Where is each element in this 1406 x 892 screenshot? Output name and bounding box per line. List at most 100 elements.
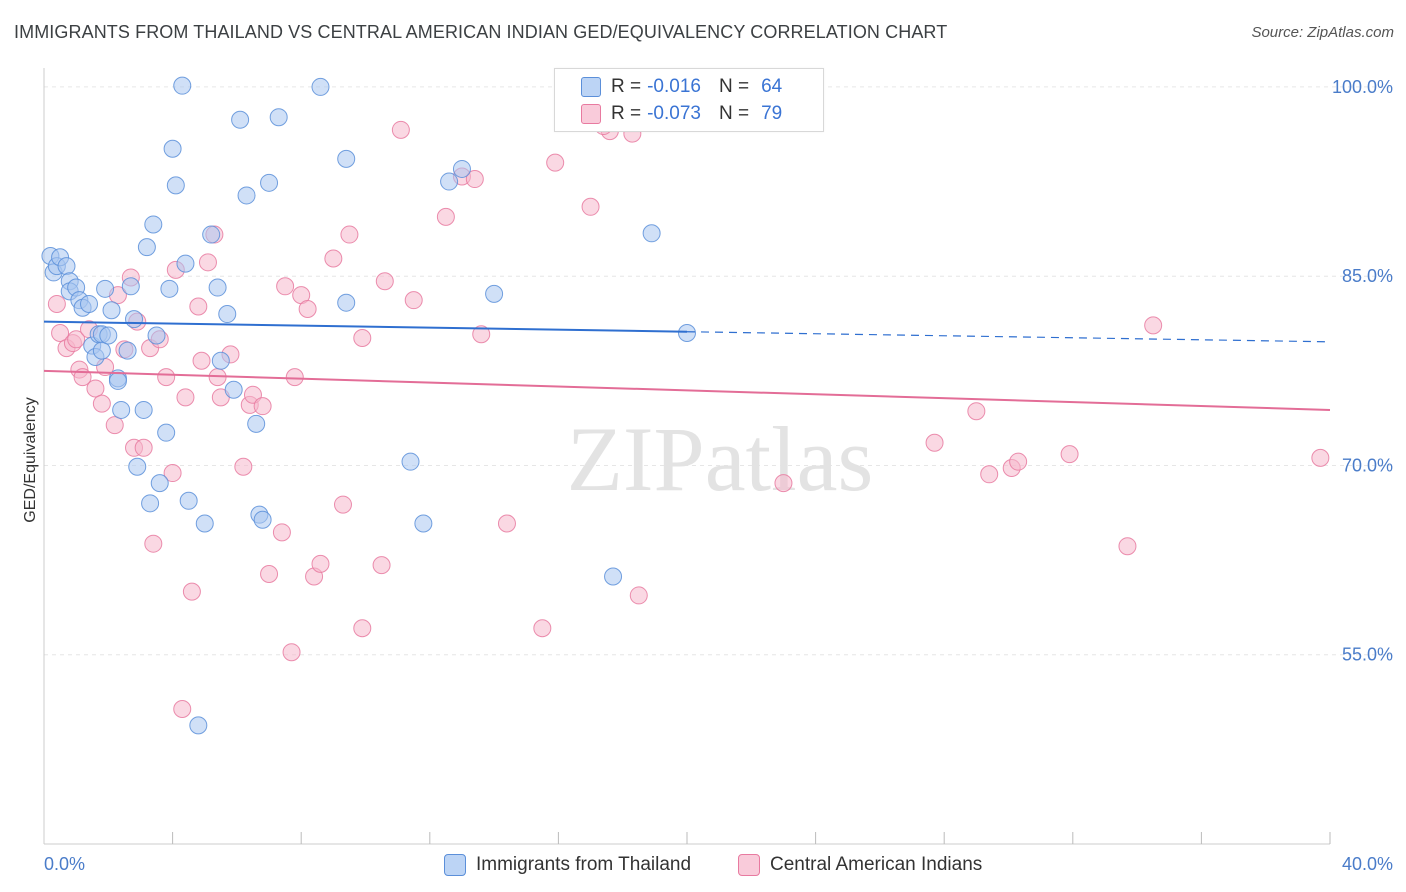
thailand-point	[211, 351, 230, 370]
thailand-point	[102, 301, 121, 320]
thailand-point	[80, 294, 99, 313]
central-american-point	[1118, 537, 1137, 556]
thailand-point	[237, 186, 256, 205]
central-american-point	[298, 300, 317, 319]
chart-title: IMMIGRANTS FROM THAILAND VS CENTRAL AMER…	[14, 22, 948, 42]
central-american-point	[1144, 316, 1163, 335]
series-legend-label-central-american: Central American Indians	[770, 854, 983, 875]
central-american-point	[272, 523, 291, 542]
thailand-point	[144, 215, 163, 234]
series-immigrants-from-thailand-points	[41, 76, 696, 735]
central-american-point	[436, 207, 455, 226]
thailand-point	[337, 149, 356, 168]
legend-n-value: 79	[761, 103, 783, 124]
trend-line-thailand-extension	[686, 331, 1331, 343]
trend-line-central-american	[43, 369, 1331, 411]
thailand-point	[678, 323, 696, 342]
stats-legend: R = -0.016 N = 64 R = -0.073 N = 79	[554, 68, 824, 132]
thailand-point	[96, 279, 115, 298]
central-american-point	[47, 294, 66, 313]
x-tick-label: 0.0%	[44, 854, 85, 874]
legend-n-label: N =	[718, 76, 750, 97]
thailand-point	[157, 423, 176, 442]
thailand-point	[112, 400, 131, 419]
central-american-point	[925, 433, 944, 452]
thailand-point	[118, 341, 137, 360]
central-american-point	[465, 170, 484, 189]
central-american-point	[472, 325, 491, 344]
central-american-point	[253, 397, 272, 416]
axes	[43, 68, 1331, 845]
stats-legend-row-2: R = -0.073 N = 79	[581, 101, 782, 127]
thailand-point	[269, 108, 288, 127]
central-american-point	[967, 402, 986, 421]
central-american-point	[533, 619, 552, 638]
central-american-point	[340, 225, 359, 244]
central-american-point	[234, 457, 253, 476]
central-american-point	[198, 253, 217, 272]
thailand-point	[179, 491, 198, 510]
central-american-point	[260, 564, 279, 583]
central-american-point	[134, 438, 153, 457]
thailand-point	[642, 224, 661, 243]
thailand-point	[414, 514, 433, 533]
thailand-point	[485, 284, 504, 303]
thailand-point	[189, 716, 208, 735]
thailand-point	[173, 76, 192, 95]
legend-n-label: N =	[718, 103, 750, 124]
thailand-point	[92, 341, 111, 360]
thailand-point	[195, 514, 214, 533]
thailand-point	[440, 172, 459, 191]
central-american-point	[311, 554, 330, 573]
thailand-point	[604, 567, 623, 586]
thailand-point	[260, 173, 279, 192]
central-american-point	[182, 582, 201, 601]
central-american-point	[192, 351, 211, 370]
thailand-point	[218, 305, 237, 324]
legend-swatch-thailand	[581, 77, 601, 97]
central-american-point	[391, 120, 410, 139]
thailand-point	[137, 238, 156, 257]
thailand-point	[125, 310, 144, 329]
central-american-point	[176, 388, 195, 407]
legend-swatch-central-american	[581, 104, 601, 124]
y-axis-label: GED/Equivalency	[22, 397, 39, 522]
series-legend-central-american: Central American Indians	[738, 852, 982, 878]
central-american-point	[353, 329, 372, 348]
central-american-point	[546, 153, 565, 172]
thailand-point	[176, 254, 195, 273]
central-american-point	[404, 291, 423, 310]
central-american-point	[497, 514, 516, 533]
central-american-point	[629, 586, 648, 605]
central-american-point	[163, 464, 182, 483]
central-american-point	[157, 368, 176, 387]
thailand-point	[141, 494, 160, 513]
central-american-point	[353, 619, 372, 638]
central-american-point	[980, 465, 999, 484]
thailand-point	[147, 326, 166, 345]
thailand-point	[99, 326, 118, 345]
thailand-point	[208, 278, 227, 297]
central-american-point	[324, 249, 343, 268]
source-label: Source: ZipAtlas.com	[1251, 24, 1394, 41]
central-american-point	[86, 379, 105, 398]
central-american-point	[1311, 448, 1330, 467]
thailand-point	[163, 139, 182, 158]
series-legend-thailand: Immigrants from Thailand	[444, 852, 691, 878]
series-central-american-indians-points	[47, 77, 1330, 718]
series-legend-swatch-central-american	[738, 854, 760, 876]
y-tick-label: 55.0%	[1342, 645, 1393, 665]
central-american-point	[1060, 445, 1079, 464]
central-american-point	[144, 534, 163, 553]
tick-labels: 100.0% 85.0% 70.0% 55.0% 0.0% 40.0%	[44, 77, 1393, 874]
central-american-point	[774, 474, 793, 493]
stats-legend-row-1: R = -0.016 N = 64	[581, 74, 782, 100]
central-american-point	[282, 643, 301, 662]
central-american-point	[333, 495, 352, 514]
series-legend-label-thailand: Immigrants from Thailand	[476, 854, 692, 875]
thailand-point	[311, 77, 330, 96]
y-tick-label: 70.0%	[1342, 455, 1393, 475]
x-tick-label: 40.0%	[1342, 854, 1393, 874]
legend-n-value: 64	[761, 76, 783, 97]
